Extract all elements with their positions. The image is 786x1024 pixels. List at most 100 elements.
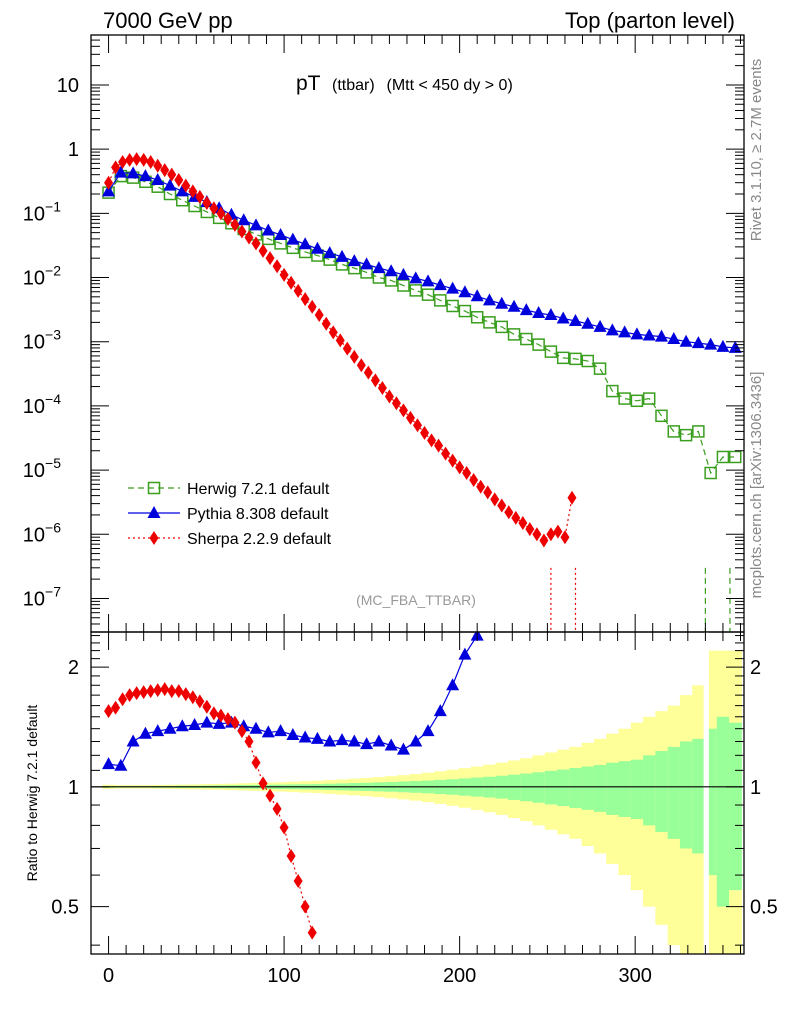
data-point: [605, 323, 619, 336]
data-point: [728, 340, 742, 353]
ratio-data-point: [111, 700, 121, 715]
data-point: [153, 158, 163, 173]
uncertainty-band-inner: [569, 768, 583, 808]
ratio-data-point: [160, 682, 170, 697]
y-tick-mantissa: 1: [68, 139, 79, 161]
data-point: [139, 152, 149, 167]
y-tick-exponent: −2: [45, 263, 61, 279]
data-point: [433, 278, 447, 291]
y-tick-label: 10−3: [23, 327, 61, 354]
y-tick-exponent: −4: [45, 391, 61, 407]
ratio-data-point: [298, 730, 312, 743]
ratio-data-point: [188, 690, 198, 705]
data-point: [490, 492, 500, 507]
data-point: [716, 339, 730, 352]
ratio-y-tick-label-right: 2: [750, 657, 761, 679]
data-point: [544, 308, 558, 321]
data-point: [532, 305, 546, 318]
data-point: [293, 283, 303, 298]
data-point: [470, 311, 484, 324]
data-point: [188, 184, 198, 199]
y-tick-label: 10−1: [23, 198, 61, 225]
data-point: [342, 341, 352, 356]
data-point: [654, 329, 668, 342]
series-sherpa: [104, 152, 577, 548]
uncertainty-band-inner: [606, 762, 619, 815]
ratio-data-point: [249, 721, 263, 734]
ratio-data-point: [458, 647, 472, 660]
data-point: [391, 396, 401, 411]
ratio-data-point: [126, 734, 140, 747]
data-point: [209, 201, 219, 216]
uncertainty-band-inner: [729, 722, 742, 891]
data-point: [504, 505, 514, 520]
data-point: [314, 308, 324, 323]
y-tick-exponent: −1: [45, 198, 61, 214]
data-point: [335, 249, 349, 262]
data-point: [251, 236, 261, 251]
ratio-data-point: [396, 742, 410, 755]
ratio-data-point: [258, 776, 268, 791]
data-point: [323, 246, 337, 259]
ratio-data-point: [153, 683, 163, 698]
ratio-data-point: [102, 757, 116, 770]
data-point: [321, 316, 331, 331]
y-tick-mantissa: 10: [23, 588, 45, 610]
data-point: [176, 193, 189, 207]
ratio-data-point: [310, 731, 324, 744]
data-point: [335, 333, 345, 348]
data-point: [126, 166, 140, 179]
data-point: [630, 394, 644, 408]
data-point: [525, 522, 535, 537]
data-point: [581, 316, 595, 329]
data-point: [446, 299, 459, 313]
data-point: [495, 296, 509, 309]
data-point: [363, 365, 373, 380]
data-point: [539, 533, 549, 548]
data-point: [138, 169, 152, 182]
data-point: [265, 251, 275, 266]
data-point: [569, 352, 582, 366]
data-point: [728, 450, 742, 464]
main-axis-ticks: [91, 34, 744, 633]
ratio-data-point: [181, 687, 191, 702]
data-point: [546, 527, 556, 542]
ratio-y-tick-label: 1: [68, 777, 79, 799]
data-point: [606, 384, 619, 398]
data-point: [532, 338, 545, 351]
ratio-data-point: [323, 734, 337, 747]
data-point: [704, 466, 717, 480]
data-point: [181, 178, 191, 193]
data-point: [286, 275, 296, 290]
y-tick-mantissa: 10: [23, 332, 45, 354]
ratio-y-axis-label: Ratio to Herwig 7.2.1 default: [24, 705, 40, 882]
y-tick-exponent: −6: [45, 519, 61, 535]
ratio-data-point: [146, 684, 156, 699]
data-point: [507, 328, 521, 341]
data-point: [195, 189, 205, 204]
y-tick-label: 1: [68, 139, 79, 161]
rivet-version-label: Rivet 3.1.10, ≥ 2.7M events: [748, 59, 765, 242]
data-point: [544, 345, 558, 358]
legend-entry-herwig: Herwig 7.2.1 default: [187, 481, 330, 498]
ratio-y-tick-label: 2: [68, 657, 79, 679]
data-point: [175, 184, 189, 197]
data-point: [421, 288, 435, 301]
data-point: [497, 498, 507, 513]
data-point: [347, 254, 361, 267]
header-energy-label: 7000 GeV pp: [103, 8, 233, 33]
data-point: [704, 337, 718, 350]
data-point: [167, 167, 177, 182]
y-tick-label: 10−5: [23, 455, 61, 482]
data-point: [679, 428, 693, 442]
data-point: [679, 334, 693, 347]
ratio-data-point: [195, 694, 205, 709]
ratio-data-point: [200, 715, 214, 728]
data-point: [655, 409, 668, 423]
uncertainty-band-inner: [667, 746, 681, 839]
ratio-data-point: [384, 738, 398, 751]
data-point: [495, 320, 509, 334]
plot-title-sub: (ttbar): [332, 77, 375, 94]
ratio-y-tick-labels: 0.5 0.5 1 1 2 2: [51, 657, 778, 919]
